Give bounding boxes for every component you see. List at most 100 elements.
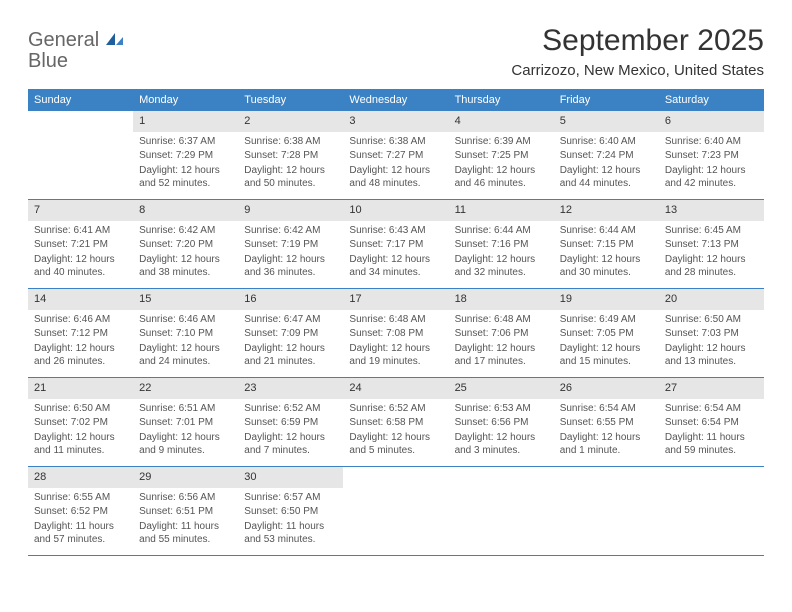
- day-number: 21: [28, 378, 133, 399]
- sunrise-text: Sunrise: 6:50 AM: [665, 313, 758, 327]
- calendar-cell: 11Sunrise: 6:44 AMSunset: 7:16 PMDayligh…: [449, 200, 554, 288]
- logo-word2: Blue: [28, 50, 68, 72]
- day-number: 13: [659, 200, 764, 221]
- sunset-text: Sunset: 7:10 PM: [139, 327, 232, 341]
- calendar-cell: 8Sunrise: 6:42 AMSunset: 7:20 PMDaylight…: [133, 200, 238, 288]
- daylight-text: Daylight: 12 hours and 38 minutes.: [139, 253, 232, 280]
- daylight-text: Daylight: 11 hours and 55 minutes.: [139, 520, 232, 547]
- cell-body: Sunrise: 6:42 AMSunset: 7:19 PMDaylight:…: [238, 221, 343, 287]
- sunrise-text: Sunrise: 6:51 AM: [139, 402, 232, 416]
- sunrise-text: Sunrise: 6:39 AM: [455, 135, 548, 149]
- daylight-text: Daylight: 12 hours and 44 minutes.: [560, 164, 653, 191]
- daylight-text: Daylight: 12 hours and 48 minutes.: [349, 164, 442, 191]
- week-row: 14Sunrise: 6:46 AMSunset: 7:12 PMDayligh…: [28, 289, 764, 378]
- cell-body: Sunrise: 6:51 AMSunset: 7:01 PMDaylight:…: [133, 399, 238, 465]
- daylight-text: Daylight: 12 hours and 7 minutes.: [244, 431, 337, 458]
- sunrise-text: Sunrise: 6:46 AM: [34, 313, 127, 327]
- cell-body: Sunrise: 6:53 AMSunset: 6:56 PMDaylight:…: [449, 399, 554, 465]
- calendar-cell: 21Sunrise: 6:50 AMSunset: 7:02 PMDayligh…: [28, 378, 133, 466]
- weeks-container: 1Sunrise: 6:37 AMSunset: 7:29 PMDaylight…: [28, 111, 764, 556]
- sunset-text: Sunset: 7:15 PM: [560, 238, 653, 252]
- sunset-text: Sunset: 7:19 PM: [244, 238, 337, 252]
- calendar-cell: 17Sunrise: 6:48 AMSunset: 7:08 PMDayligh…: [343, 289, 448, 377]
- calendar-cell: 27Sunrise: 6:54 AMSunset: 6:54 PMDayligh…: [659, 378, 764, 466]
- week-row: 21Sunrise: 6:50 AMSunset: 7:02 PMDayligh…: [28, 378, 764, 467]
- calendar-cell: [343, 467, 448, 555]
- day-number: 17: [343, 289, 448, 310]
- day-header: Wednesday: [343, 89, 448, 111]
- daylight-text: Daylight: 12 hours and 1 minute.: [560, 431, 653, 458]
- day-number: 24: [343, 378, 448, 399]
- day-number: 11: [449, 200, 554, 221]
- day-number: 18: [449, 289, 554, 310]
- day-header: Sunday: [28, 89, 133, 111]
- daylight-text: Daylight: 11 hours and 57 minutes.: [34, 520, 127, 547]
- sunset-text: Sunset: 7:17 PM: [349, 238, 442, 252]
- calendar-cell: 29Sunrise: 6:56 AMSunset: 6:51 PMDayligh…: [133, 467, 238, 555]
- cell-body: Sunrise: 6:39 AMSunset: 7:25 PMDaylight:…: [449, 132, 554, 198]
- week-row: 7Sunrise: 6:41 AMSunset: 7:21 PMDaylight…: [28, 200, 764, 289]
- daylight-text: Daylight: 12 hours and 21 minutes.: [244, 342, 337, 369]
- daylight-text: Daylight: 12 hours and 15 minutes.: [560, 342, 653, 369]
- sunrise-text: Sunrise: 6:56 AM: [139, 491, 232, 505]
- cell-body: Sunrise: 6:43 AMSunset: 7:17 PMDaylight:…: [343, 221, 448, 287]
- sunrise-text: Sunrise: 6:45 AM: [665, 224, 758, 238]
- day-number: 12: [554, 200, 659, 221]
- cell-body: Sunrise: 6:57 AMSunset: 6:50 PMDaylight:…: [238, 488, 343, 554]
- day-number: 20: [659, 289, 764, 310]
- day-number: 9: [238, 200, 343, 221]
- sunset-text: Sunset: 7:02 PM: [34, 416, 127, 430]
- daylight-text: Daylight: 12 hours and 28 minutes.: [665, 253, 758, 280]
- cell-body: Sunrise: 6:44 AMSunset: 7:16 PMDaylight:…: [449, 221, 554, 287]
- cell-body: Sunrise: 6:40 AMSunset: 7:23 PMDaylight:…: [659, 132, 764, 198]
- sunrise-text: Sunrise: 6:38 AM: [244, 135, 337, 149]
- day-header: Monday: [133, 89, 238, 111]
- calendar-cell: 14Sunrise: 6:46 AMSunset: 7:12 PMDayligh…: [28, 289, 133, 377]
- sunrise-text: Sunrise: 6:40 AM: [665, 135, 758, 149]
- day-number: 1: [133, 111, 238, 132]
- calendar-cell: 3Sunrise: 6:38 AMSunset: 7:27 PMDaylight…: [343, 111, 448, 199]
- sunrise-text: Sunrise: 6:55 AM: [34, 491, 127, 505]
- daylight-text: Daylight: 12 hours and 32 minutes.: [455, 253, 548, 280]
- sunset-text: Sunset: 6:55 PM: [560, 416, 653, 430]
- cell-body: Sunrise: 6:49 AMSunset: 7:05 PMDaylight:…: [554, 310, 659, 376]
- day-number: 14: [28, 289, 133, 310]
- sunrise-text: Sunrise: 6:46 AM: [139, 313, 232, 327]
- sunrise-text: Sunrise: 6:48 AM: [455, 313, 548, 327]
- sunset-text: Sunset: 6:56 PM: [455, 416, 548, 430]
- calendar-cell: [554, 467, 659, 555]
- cell-body: Sunrise: 6:52 AMSunset: 6:59 PMDaylight:…: [238, 399, 343, 465]
- sunset-text: Sunset: 6:54 PM: [665, 416, 758, 430]
- logo: General Blue: [28, 24, 124, 72]
- logo-text-block: General Blue: [28, 30, 124, 72]
- sunrise-text: Sunrise: 6:53 AM: [455, 402, 548, 416]
- sunset-text: Sunset: 6:52 PM: [34, 505, 127, 519]
- day-number: 30: [238, 467, 343, 488]
- sunset-text: Sunset: 7:21 PM: [34, 238, 127, 252]
- sunset-text: Sunset: 7:13 PM: [665, 238, 758, 252]
- daylight-text: Daylight: 12 hours and 30 minutes.: [560, 253, 653, 280]
- cell-body: Sunrise: 6:38 AMSunset: 7:28 PMDaylight:…: [238, 132, 343, 198]
- calendar-cell: [449, 467, 554, 555]
- day-number: 28: [28, 467, 133, 488]
- sunset-text: Sunset: 7:25 PM: [455, 149, 548, 163]
- cell-body: Sunrise: 6:44 AMSunset: 7:15 PMDaylight:…: [554, 221, 659, 287]
- sunrise-text: Sunrise: 6:40 AM: [560, 135, 653, 149]
- day-number: 26: [554, 378, 659, 399]
- day-number: 2: [238, 111, 343, 132]
- day-number: 3: [343, 111, 448, 132]
- cell-body: Sunrise: 6:46 AMSunset: 7:10 PMDaylight:…: [133, 310, 238, 376]
- sunset-text: Sunset: 7:06 PM: [455, 327, 548, 341]
- calendar-cell: 5Sunrise: 6:40 AMSunset: 7:24 PMDaylight…: [554, 111, 659, 199]
- sunset-text: Sunset: 6:59 PM: [244, 416, 337, 430]
- calendar-cell: 18Sunrise: 6:48 AMSunset: 7:06 PMDayligh…: [449, 289, 554, 377]
- day-number: 10: [343, 200, 448, 221]
- day-header: Friday: [554, 89, 659, 111]
- calendar-cell: 7Sunrise: 6:41 AMSunset: 7:21 PMDaylight…: [28, 200, 133, 288]
- sunset-text: Sunset: 6:58 PM: [349, 416, 442, 430]
- day-number: 27: [659, 378, 764, 399]
- calendar-page: General Blue September 2025 Carrizozo, N…: [0, 0, 792, 580]
- cell-body: Sunrise: 6:41 AMSunset: 7:21 PMDaylight:…: [28, 221, 133, 287]
- calendar-cell: 23Sunrise: 6:52 AMSunset: 6:59 PMDayligh…: [238, 378, 343, 466]
- cell-body: Sunrise: 6:52 AMSunset: 6:58 PMDaylight:…: [343, 399, 448, 465]
